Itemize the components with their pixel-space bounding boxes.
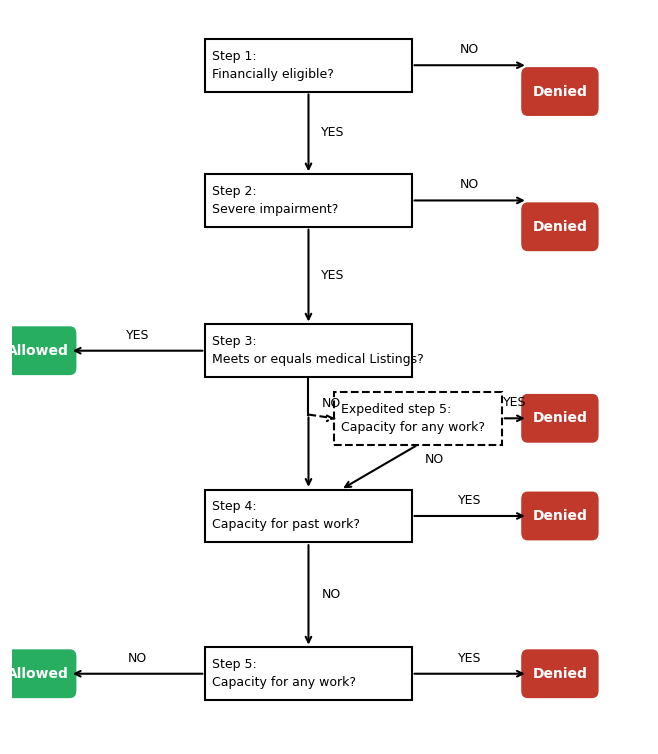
Text: Denied: Denied [532,412,588,425]
Text: Allowed: Allowed [7,667,68,681]
Text: Denied: Denied [532,84,588,99]
Text: YES: YES [458,651,482,665]
FancyBboxPatch shape [205,174,412,227]
FancyBboxPatch shape [521,394,599,443]
Text: Step 2:
Severe impairment?: Step 2: Severe impairment? [212,185,338,216]
FancyBboxPatch shape [0,326,76,375]
FancyBboxPatch shape [205,648,412,700]
FancyBboxPatch shape [205,324,412,377]
Text: Expedited step 5:
Capacity for any work?: Expedited step 5: Capacity for any work? [341,403,485,434]
Text: YES: YES [458,494,482,507]
Text: NO: NO [460,179,479,192]
Text: YES: YES [321,269,345,282]
FancyBboxPatch shape [334,392,502,445]
Text: Denied: Denied [532,219,588,234]
FancyBboxPatch shape [0,649,76,698]
FancyBboxPatch shape [521,67,599,116]
Text: Denied: Denied [532,509,588,523]
Text: NO: NO [321,397,341,409]
FancyBboxPatch shape [521,202,599,251]
Text: Step 4:
Capacity for past work?: Step 4: Capacity for past work? [212,501,360,532]
Text: Step 1:
Financially eligible?: Step 1: Financially eligible? [212,50,334,81]
Text: NO: NO [424,453,443,466]
Text: NO: NO [460,43,479,57]
Text: Denied: Denied [532,667,588,681]
Text: Step 5:
Capacity for any work?: Step 5: Capacity for any work? [212,658,356,689]
Text: NO: NO [321,588,341,602]
Text: YES: YES [321,127,345,139]
Text: Step 3:
Meets or equals medical Listings?: Step 3: Meets or equals medical Listings… [212,336,424,366]
FancyBboxPatch shape [205,489,412,542]
Text: NO: NO [128,651,147,665]
FancyBboxPatch shape [521,649,599,698]
FancyBboxPatch shape [521,492,599,541]
Text: YES: YES [126,329,149,342]
Text: Allowed: Allowed [7,344,68,357]
Text: YES: YES [503,397,526,409]
FancyBboxPatch shape [205,39,412,91]
